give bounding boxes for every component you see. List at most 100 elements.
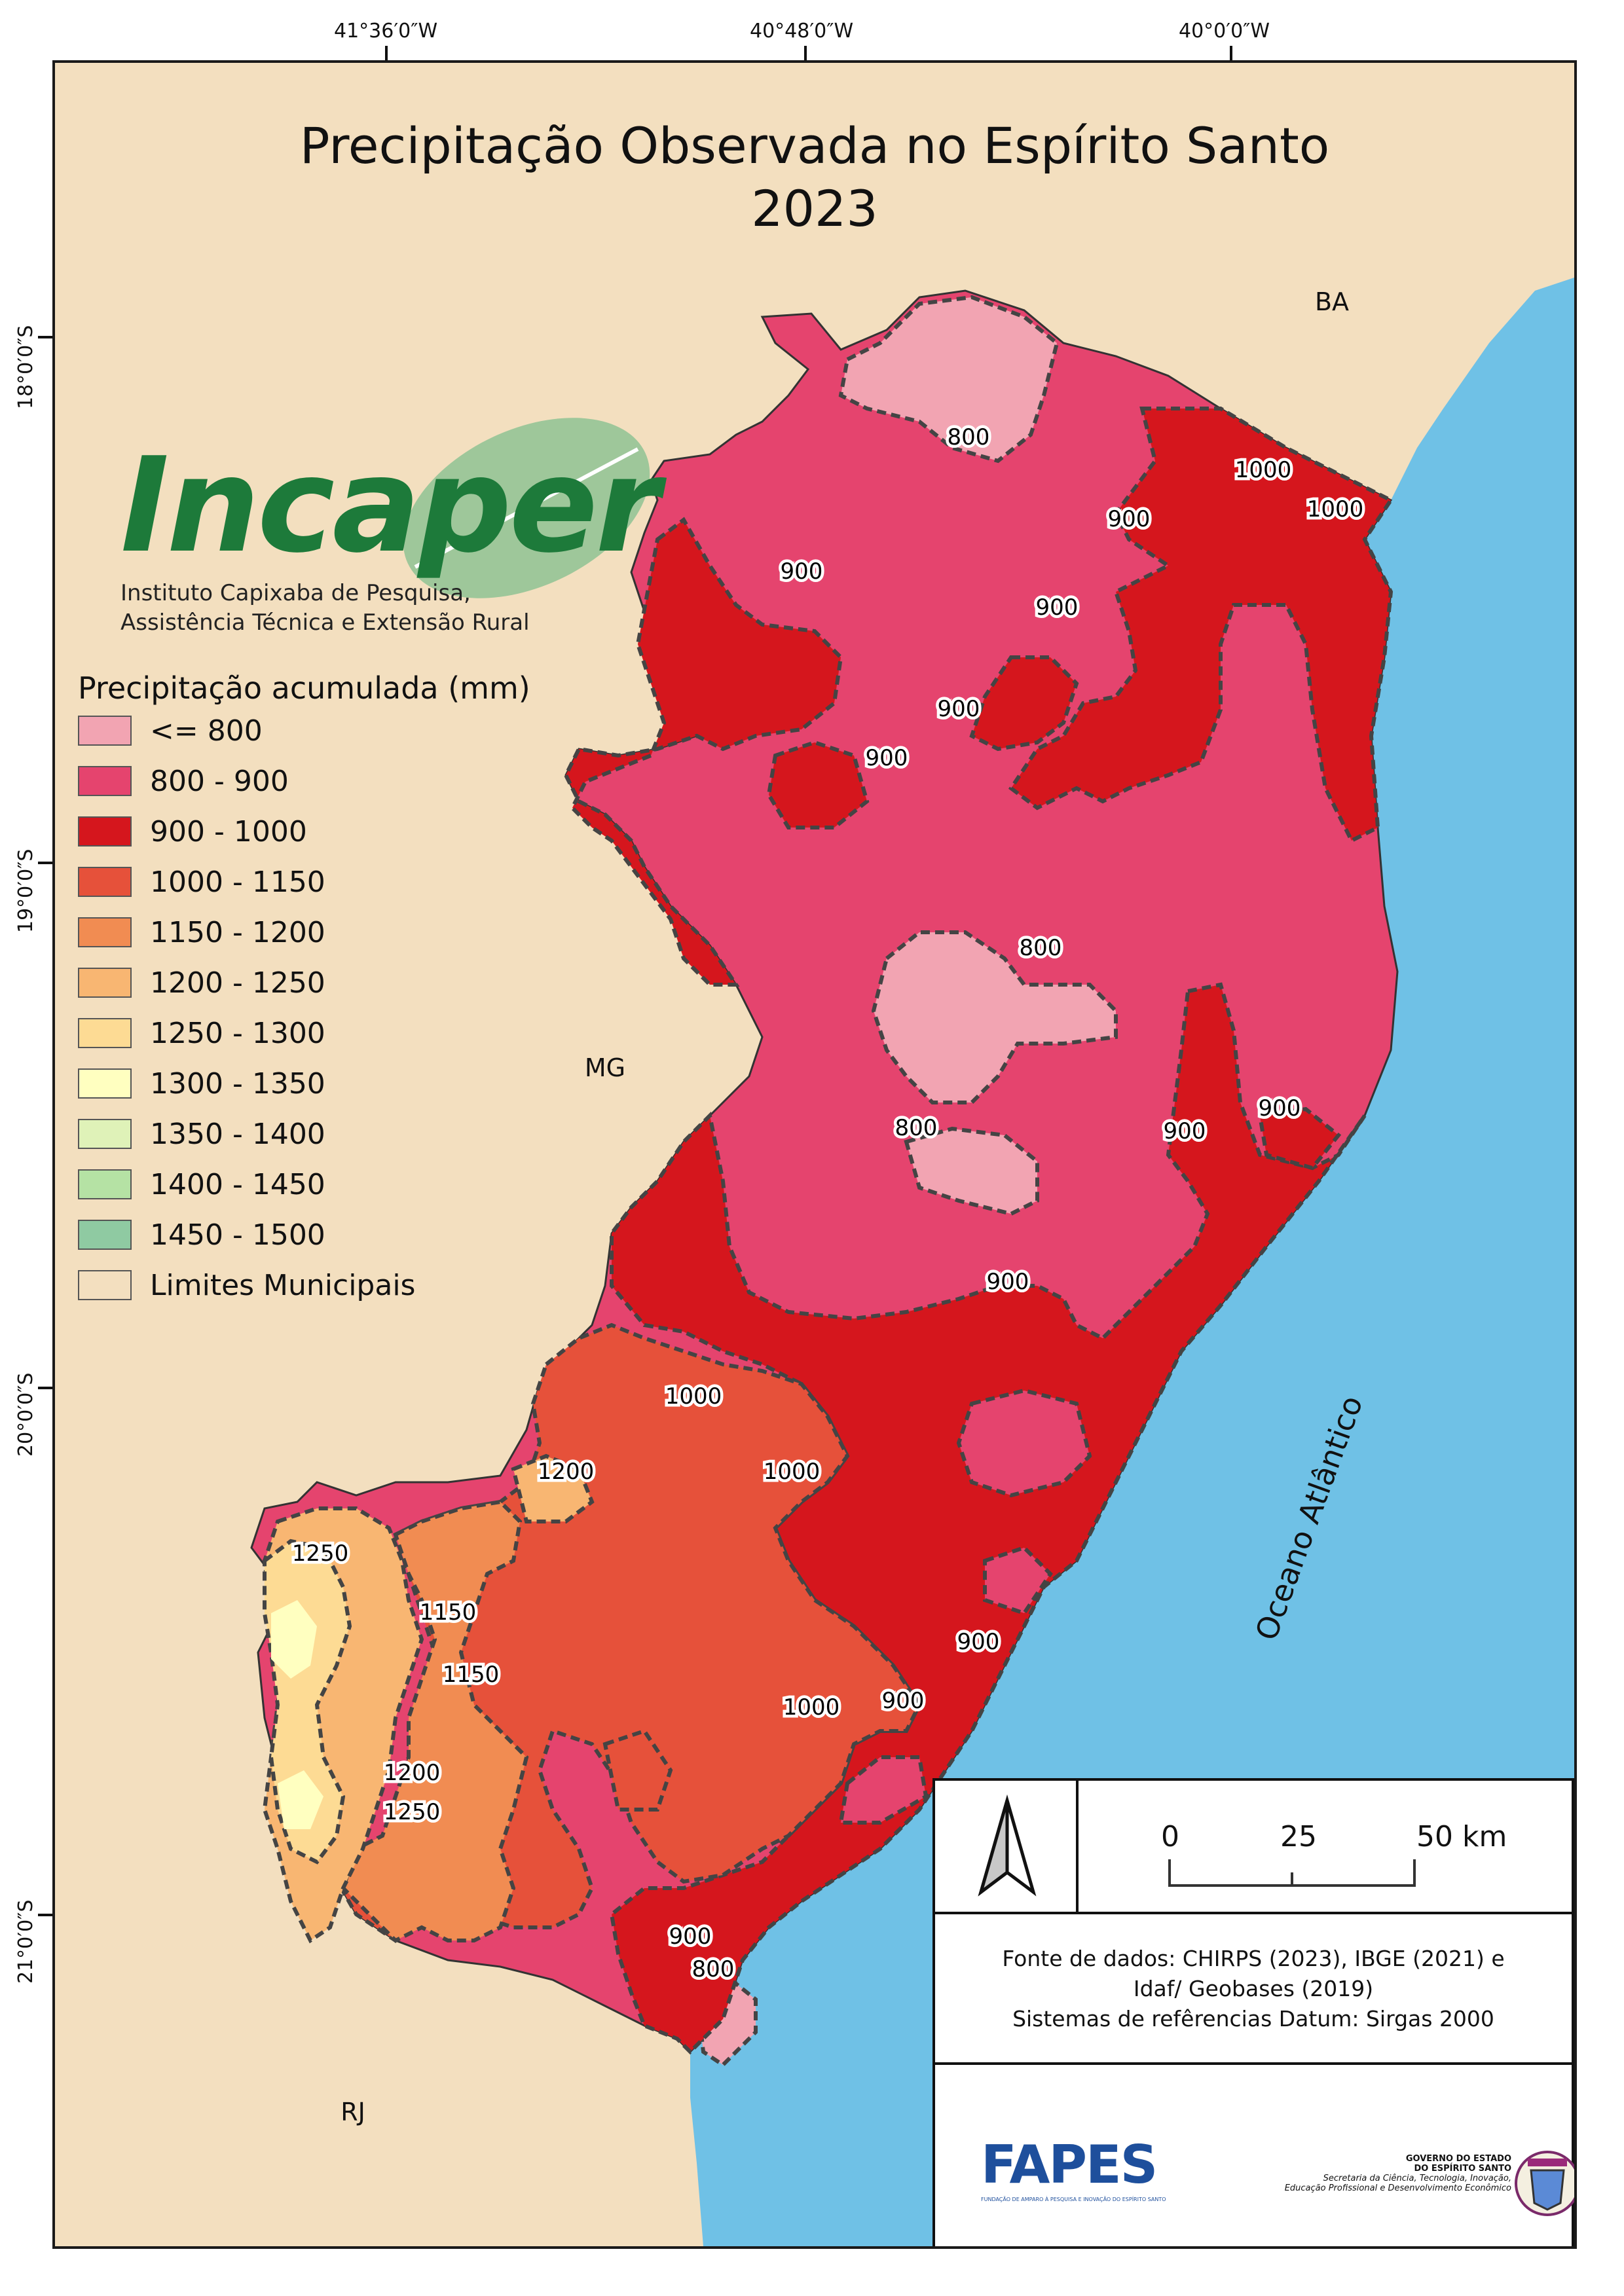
- region-1150-1200: [341, 1499, 529, 1943]
- latitude-label: 18°0′0″S: [14, 325, 37, 409]
- isoline-label: 900: [987, 1269, 1029, 1295]
- isoline-label: 800: [895, 1115, 938, 1141]
- legend-label: 1250 - 1300: [150, 1016, 325, 1050]
- incaper-logo: Incaper Instituto Capixaba de Pesquisa, …: [81, 403, 671, 639]
- isoline-label: 900: [1108, 506, 1151, 532]
- fapes-logo-text: FAPES: [981, 2134, 1158, 2195]
- isoline-labels: 800 1000 1000 900 900 900 900 900 800 80…: [289, 422, 1367, 1986]
- isoline-label: 900: [938, 696, 980, 722]
- legend-swatch: [78, 867, 132, 897]
- region-le-800: [904, 1126, 1039, 1216]
- legend-label: 1000 - 1150: [150, 865, 325, 899]
- region-1000-1150: [602, 1728, 673, 1812]
- incaper-logo-text: Incaper: [120, 429, 660, 582]
- info-box: 0 25 50 km Fonte de dados: CHIRPS (2023)…: [932, 1778, 1574, 2246]
- legend-swatch: [78, 1169, 132, 1199]
- legend-item: 1000 - 1150: [78, 861, 325, 903]
- legend-item: 900 - 1000: [78, 811, 307, 852]
- isoline-label: 900: [781, 558, 823, 585]
- state-label-rj: RJ: [341, 2098, 365, 2126]
- isoline-label: 1000: [783, 1694, 840, 1721]
- isoline-label: 900: [1036, 594, 1079, 621]
- scale-tick-label: 0: [1161, 1820, 1179, 1853]
- region-1200-1250: [511, 1453, 595, 1523]
- state-label-mg: MG: [585, 1053, 625, 1082]
- isoline-label: 800: [948, 424, 990, 450]
- source-line-3: Sistemas de refêrencias Datum: Sirgas 20…: [1012, 2006, 1494, 2032]
- region-900-1000: [969, 655, 1079, 752]
- gov-line-4: Educação Profissional e Desenvolvimento …: [1284, 2183, 1511, 2193]
- longitude-label: 40°0′0″W: [1179, 20, 1270, 43]
- north-arrow-icon: [978, 1794, 1037, 1897]
- legend-item: 1450 - 1500: [78, 1214, 325, 1256]
- longitude-label: 40°48′0″W: [750, 20, 854, 43]
- isoline-label: 900: [866, 745, 908, 771]
- state-coat-of-arms-icon: [1515, 2151, 1574, 2216]
- legend-label: 1400 - 1450: [150, 1167, 325, 1201]
- map-title-line1: Precipitação Observada no Espírito Santo: [299, 117, 1330, 175]
- region-900-1000: [609, 982, 1367, 2055]
- isoline-label: 1200: [538, 1459, 595, 1485]
- region-le-800: [838, 295, 1060, 464]
- scale-tick-label: 25: [1280, 1820, 1317, 1853]
- region-900-1000: [1257, 1106, 1342, 1171]
- gov-line-3: Secretaria da Ciência, Tecnologia, Inova…: [1323, 2174, 1511, 2183]
- isoline-label: 900: [669, 1923, 712, 1950]
- legend-item: 1250 - 1300: [78, 1012, 325, 1054]
- latitude-label: 20°0′0″S: [14, 1372, 37, 1457]
- government-text: GOVERNO DO ESTADO DO ESPÍRITO SANTO Secr…: [1210, 2154, 1511, 2193]
- legend-item: 1400 - 1450: [78, 1163, 325, 1205]
- isoline-label: 1250: [292, 1540, 349, 1567]
- map-frame: 800 1000 1000 900 900 900 900 900 800 80…: [52, 60, 1577, 2249]
- region-800-900: [838, 1755, 929, 1825]
- legend-item: 800 - 900: [78, 760, 289, 802]
- legend-swatch: [78, 766, 132, 796]
- region-1300-1350: [278, 1770, 323, 1829]
- legend-label: 1200 - 1250: [150, 966, 325, 1000]
- isoline-label: 1000: [665, 1383, 722, 1410]
- legend-swatch: [78, 716, 132, 746]
- legend-title: Precipitação acumulada (mm): [78, 670, 530, 706]
- gov-line-1: GOVERNO DO ESTADO: [1405, 2154, 1511, 2164]
- legend-label: 1350 - 1400: [150, 1117, 325, 1151]
- legend-swatch: [78, 917, 132, 947]
- legend-swatch: [78, 1220, 132, 1250]
- legend-item: <= 800: [78, 710, 263, 752]
- isoline-label: 900: [882, 1688, 925, 1714]
- latitude-label: 19°0′0″S: [14, 848, 37, 933]
- legend-label: 1150 - 1200: [150, 915, 325, 949]
- legend-item: 1150 - 1200: [78, 911, 325, 953]
- legend-item: Limites Municipais: [78, 1264, 415, 1306]
- isoline-label: 1250: [384, 1799, 441, 1825]
- latitude-label: 21°0′0″S: [14, 1899, 37, 1984]
- isoline-label: 1150: [443, 1662, 500, 1688]
- isoline-label: 900: [1164, 1118, 1206, 1144]
- isoline-label: 900: [1259, 1095, 1301, 1121]
- fapes-logo-subtitle: FUNDAÇÃO DE AMPARO À PESQUISA E INOVAÇÃO…: [981, 2196, 1166, 2202]
- region-800-900: [983, 1545, 1053, 1616]
- legend-label: Limites Municipais: [150, 1268, 416, 1302]
- source-line-2: Idaf/ Geobases (2019): [1133, 1976, 1374, 2001]
- incaper-subtitle-2: Assistência Técnica e Extensão Rural: [120, 610, 530, 636]
- incaper-subtitle-1: Instituto Capixaba de Pesquisa,: [120, 580, 471, 606]
- isoline-label: 1000: [1307, 496, 1364, 522]
- region-900-1000: [563, 517, 843, 987]
- fapes-logo: FAPES FUNDAÇÃO DE AMPARO À PESQUISA E IN…: [981, 2134, 1171, 2206]
- isoline-label: 1200: [384, 1760, 441, 1786]
- legend-label: <= 800: [150, 714, 263, 748]
- legend-item: 1350 - 1400: [78, 1113, 325, 1155]
- legend-swatch: [78, 1270, 132, 1300]
- longitude-label: 41°36′0″W: [334, 20, 438, 43]
- legend-label: 1450 - 1500: [150, 1218, 325, 1252]
- map-canvas: 800 1000 1000 900 900 900 900 900 800 80…: [250, 278, 1574, 2246]
- leaf-icon: [403, 418, 650, 598]
- region-800-900: [956, 1388, 1092, 1498]
- ocean-area: [690, 278, 1574, 2246]
- region-le-800: [871, 930, 1118, 1104]
- source-line-1: Fonte de dados: CHIRPS (2023), IBGE (202…: [1002, 1946, 1505, 1971]
- isoline-label: 1000: [764, 1459, 821, 1485]
- legend-swatch: [78, 1068, 132, 1099]
- legend-label: 1300 - 1350: [150, 1066, 325, 1101]
- isoline-label: 800: [692, 1956, 735, 1982]
- region-1300-1350: [271, 1600, 317, 1679]
